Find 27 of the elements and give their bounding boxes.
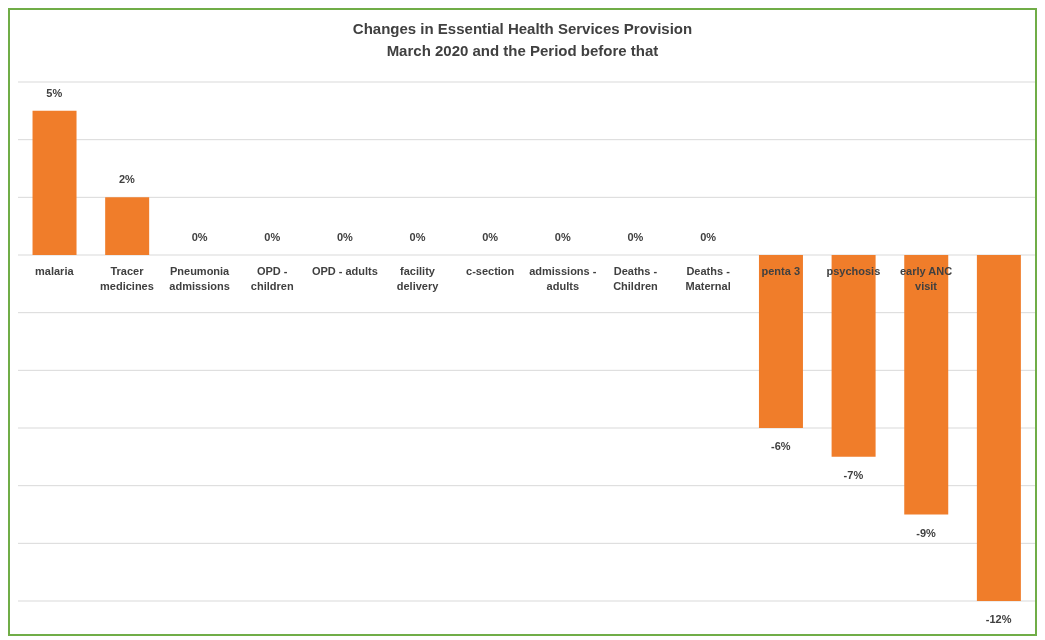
data-label: -9% (916, 526, 937, 539)
x-tick-label: Pneumonia admissions (169, 265, 231, 292)
data-label: 0% (336, 231, 354, 243)
data-label: 5% (46, 86, 63, 99)
x-tick-label: Deaths - Maternal (685, 265, 731, 292)
x-tick-label: Tracer medicines (100, 265, 154, 292)
x-tick-label: Deaths - Children (613, 265, 659, 292)
x-tick-label: facility delivery (396, 265, 440, 292)
data-label: 0% (482, 231, 499, 243)
data-label: -12% (985, 613, 1012, 625)
data-label: 0% (264, 231, 281, 243)
data-label: 0% (627, 231, 644, 243)
data-label: -7% (843, 468, 864, 481)
x-tick-label: c-section (466, 265, 515, 277)
data-label: 0% (700, 231, 717, 243)
x-tick-label: penta 3 (761, 265, 801, 277)
data-label: -6% (770, 440, 791, 452)
x-tick-label: admissions - adults (529, 265, 597, 292)
data-label: 0% (409, 231, 426, 243)
data-label: 0% (554, 231, 571, 243)
chart-title: Changes in Essential Health Services Provision (351, 19, 694, 39)
data-label: 2% (119, 173, 136, 186)
x-tick-label: OPD - children (250, 265, 294, 292)
x-tick-label: OPD - adults (311, 265, 378, 277)
chart-subtitle: March 2020 and the Period before that (385, 41, 660, 61)
data-label: 0% (191, 231, 208, 243)
x-tick-label: malaria (35, 265, 75, 277)
